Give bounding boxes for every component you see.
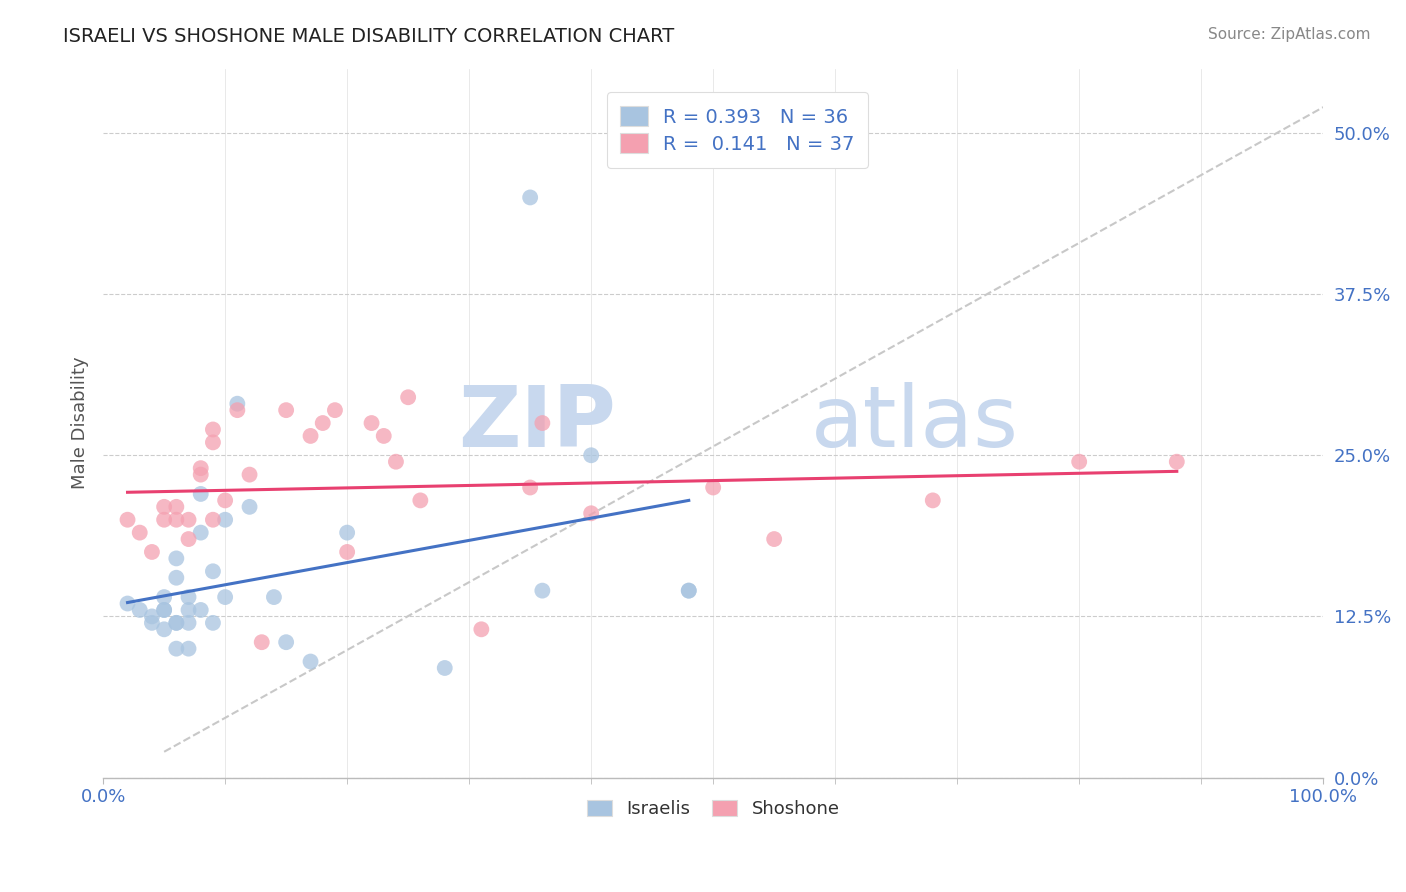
Point — [360, 416, 382, 430]
Point — [531, 583, 554, 598]
Point — [153, 513, 176, 527]
Point — [470, 623, 492, 637]
Point — [214, 513, 236, 527]
Point — [177, 590, 200, 604]
Point — [678, 583, 700, 598]
Point — [299, 655, 322, 669]
Point — [190, 467, 212, 482]
Point — [433, 661, 456, 675]
Point — [276, 635, 298, 649]
Point — [165, 513, 187, 527]
Point — [201, 435, 224, 450]
Point — [519, 481, 541, 495]
Point — [1166, 455, 1188, 469]
Point — [153, 603, 176, 617]
Point — [1069, 455, 1091, 469]
Point — [214, 493, 236, 508]
Point — [177, 615, 200, 630]
Point — [165, 500, 187, 514]
Point — [201, 615, 224, 630]
Point — [128, 525, 150, 540]
Point — [336, 545, 359, 559]
Point — [238, 500, 260, 514]
Text: atlas: atlas — [811, 382, 1019, 465]
Point — [141, 545, 163, 559]
Point — [214, 590, 236, 604]
Point — [276, 403, 298, 417]
Point — [226, 397, 249, 411]
Point — [299, 429, 322, 443]
Point — [190, 461, 212, 475]
Point — [165, 641, 187, 656]
Point — [579, 506, 602, 520]
Point — [323, 403, 346, 417]
Point — [250, 635, 273, 649]
Text: Source: ZipAtlas.com: Source: ZipAtlas.com — [1208, 27, 1371, 42]
Point — [201, 564, 224, 578]
Point — [141, 615, 163, 630]
Point — [141, 609, 163, 624]
Point — [702, 481, 724, 495]
Point — [336, 525, 359, 540]
Point — [396, 390, 419, 404]
Point — [177, 641, 200, 656]
Point — [312, 416, 335, 430]
Point — [165, 551, 187, 566]
Text: ISRAELI VS SHOSHONE MALE DISABILITY CORRELATION CHART: ISRAELI VS SHOSHONE MALE DISABILITY CORR… — [63, 27, 675, 45]
Point — [385, 455, 408, 469]
Point — [263, 590, 285, 604]
Point — [190, 487, 212, 501]
Legend: Israelis, Shoshone: Israelis, Shoshone — [579, 793, 846, 825]
Text: ZIP: ZIP — [458, 382, 616, 465]
Point — [519, 190, 541, 204]
Point — [238, 467, 260, 482]
Point — [117, 513, 139, 527]
Point — [165, 615, 187, 630]
Y-axis label: Male Disability: Male Disability — [72, 357, 89, 490]
Point — [190, 603, 212, 617]
Point — [763, 532, 786, 546]
Point — [128, 603, 150, 617]
Point — [177, 513, 200, 527]
Point — [177, 603, 200, 617]
Point — [921, 493, 943, 508]
Point — [153, 500, 176, 514]
Point — [373, 429, 395, 443]
Point — [153, 623, 176, 637]
Point — [153, 603, 176, 617]
Point — [153, 590, 176, 604]
Point — [226, 403, 249, 417]
Point — [201, 513, 224, 527]
Point — [579, 448, 602, 462]
Point — [531, 416, 554, 430]
Point — [201, 422, 224, 436]
Point — [165, 571, 187, 585]
Point — [409, 493, 432, 508]
Point — [117, 597, 139, 611]
Point — [165, 615, 187, 630]
Point — [678, 583, 700, 598]
Point — [190, 525, 212, 540]
Point — [177, 532, 200, 546]
